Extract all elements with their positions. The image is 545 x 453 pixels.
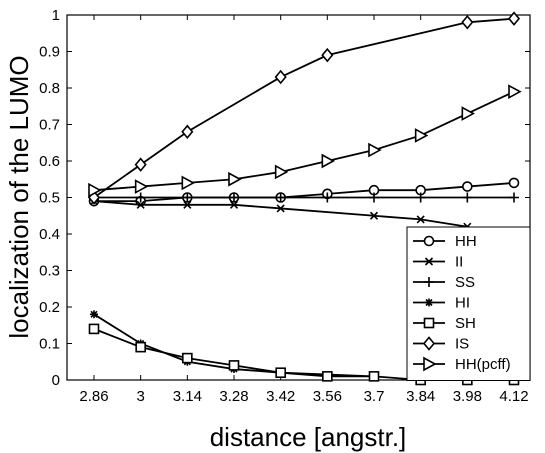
data-point	[322, 192, 333, 203]
data-point	[181, 175, 196, 191]
x-axis: 2.86 3 3.14 3.28 3.42 3.56 3.7 3.84 3.98 4.12	[79, 15, 529, 405]
data-point	[274, 69, 287, 85]
legend-marker	[424, 277, 434, 287]
data-point	[229, 200, 239, 209]
legend-marker	[424, 257, 434, 266]
data-point	[181, 124, 194, 140]
data-point	[275, 367, 286, 379]
series-line	[93, 90, 515, 192]
data-point	[369, 192, 379, 203]
y-tick-label: 0.7	[39, 117, 60, 134]
data-point	[88, 182, 102, 198]
y-tick-label: 0.5	[39, 190, 60, 207]
series-hh-pcff-	[88, 84, 522, 198]
data-point	[135, 192, 146, 203]
x-tick-label: 3.98	[453, 388, 482, 405]
x-tick-label: 3.14	[173, 388, 202, 405]
x-tick-label: 3	[136, 388, 144, 405]
series-line	[94, 182, 515, 203]
series-ss	[89, 192, 519, 203]
legend-marker	[425, 298, 433, 307]
legend-label: SH	[455, 315, 476, 332]
y-tick-label: 0.2	[39, 299, 60, 316]
legend-label: HH(pcff)	[455, 356, 511, 373]
x-tick-label: 4.12	[499, 388, 528, 405]
legend-marker	[422, 336, 436, 351]
legend-label: IS	[455, 336, 469, 353]
data-point	[274, 164, 289, 180]
data-point	[368, 371, 380, 382]
legend-marker	[423, 356, 437, 372]
y-tick-label: 0.9	[39, 44, 60, 61]
legend-entry: SH	[413, 315, 476, 332]
data-point	[134, 179, 149, 194]
legend-label: HI	[455, 295, 470, 312]
legend-label: II	[455, 254, 463, 271]
data-point	[415, 192, 426, 203]
legend-entry: HI	[413, 295, 470, 312]
data-point	[229, 192, 239, 203]
data-point	[321, 153, 336, 169]
data-point	[414, 128, 429, 143]
y-tick-label: 0.4	[39, 226, 60, 243]
data-point	[183, 200, 192, 209]
legend-label: HH	[455, 233, 477, 250]
y-tick-label: 0.6	[39, 153, 60, 170]
legend-entry: HH	[413, 233, 477, 250]
y-axis: 0 0.1 0.2 0.3 0.4 0.5 0.6 0.7 0.8 0.9 1	[39, 7, 530, 389]
legend: HH II SS HI SH IS HH(pcff)	[406, 226, 531, 381]
legend-entry: IS	[413, 336, 469, 353]
y-tick-label: 0	[52, 372, 60, 389]
data-point	[508, 84, 522, 99]
x-tick-label: 3.7	[364, 388, 385, 405]
data-point	[462, 181, 473, 192]
x-axis-title: distance [angstr.]	[210, 422, 407, 452]
legend-entry: II	[413, 254, 463, 271]
x-tick-label: 3.42	[266, 388, 295, 405]
series-is	[87, 11, 521, 205]
data-point	[90, 310, 98, 319]
x-tick-label: 2.86	[79, 388, 108, 405]
legend-marker	[423, 235, 435, 247]
data-point	[276, 204, 285, 213]
data-point	[134, 157, 147, 172]
data-point	[228, 171, 242, 187]
y-tick-label: 0.8	[39, 80, 60, 97]
data-point	[509, 192, 519, 203]
data-point	[369, 211, 379, 220]
data-point	[88, 323, 100, 335]
x-tick-label: 3.84	[406, 388, 435, 405]
data-point	[416, 215, 425, 224]
data-point	[461, 106, 476, 121]
x-tick-label: 3.56	[313, 388, 342, 405]
series-hh	[88, 177, 520, 207]
data-point	[182, 192, 193, 203]
y-tick-label: 0.3	[39, 263, 60, 280]
x-tick-label: 3.28	[219, 388, 248, 405]
data-point	[462, 192, 473, 203]
data-point	[321, 47, 334, 63]
data-point	[461, 15, 474, 30]
data-point	[368, 142, 382, 158]
y-axis-title: localization of the LUMO	[4, 55, 34, 338]
y-tick-label: 1	[52, 7, 60, 24]
data-point	[322, 371, 333, 382]
series-line	[93, 17, 515, 199]
data-point	[275, 192, 286, 203]
legend-label: SS	[455, 274, 475, 291]
data-point	[135, 341, 146, 353]
legend-marker	[423, 317, 435, 329]
data-point	[508, 177, 520, 189]
legend-entry: SS	[413, 274, 475, 291]
data-point	[507, 11, 521, 26]
y-tick-label: 0.1	[39, 336, 60, 353]
data-point	[136, 200, 145, 209]
legend-entry: HH(pcff)	[413, 356, 511, 373]
data-point	[228, 360, 240, 371]
data-point	[182, 352, 193, 364]
